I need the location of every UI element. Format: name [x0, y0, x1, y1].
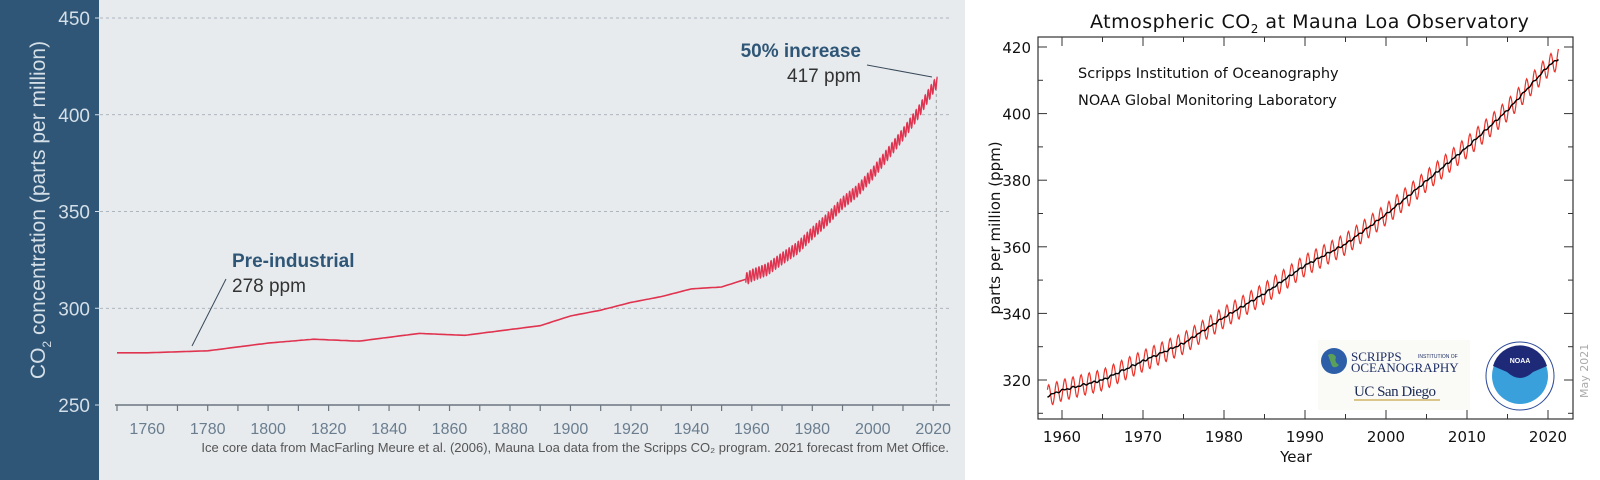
y-tick-label: 300	[58, 299, 90, 320]
y-axis-label: CO2 concentration (parts per million)	[27, 41, 54, 379]
mauna-loa-line	[745, 76, 938, 285]
trend-line	[1047, 59, 1559, 398]
y-tick-label: 450	[58, 9, 90, 30]
y-tick-label: 350	[58, 203, 90, 224]
x-tick-label: 1840	[371, 421, 407, 438]
x-tick-label: 2010	[1448, 428, 1486, 446]
x-tick-label: 1920	[613, 421, 649, 438]
svg-text:INSTITUTION OF: INSTITUTION OF	[1418, 354, 1458, 360]
svg-text:OCEANOGRAPHY: OCEANOGRAPHY	[1351, 360, 1459, 375]
x-tick-label: 1960	[734, 421, 770, 438]
increase-title: 50% increase	[741, 41, 861, 62]
y-tick-label: 340	[1002, 305, 1031, 323]
globe-icon	[1321, 348, 1347, 374]
x-tick-label: 2000	[1367, 428, 1405, 446]
y-tick-label: 320	[1002, 372, 1031, 390]
credit-noaa: NOAA Global Monitoring Laboratory	[1078, 93, 1337, 109]
svg-text:SCRIPPS: SCRIPPS	[1351, 349, 1402, 364]
left-axis-band	[0, 0, 99, 480]
x-tick-label: 1980	[794, 421, 830, 438]
date-stamp: May 2021	[1578, 344, 1591, 398]
x-tick-label: 1960	[1043, 428, 1081, 446]
source-note: Ice core data from MacFarling Meure et a…	[201, 440, 949, 455]
left-co2-chart: 250 300 350 400 450 1760 1780 1800 1820 1840 1860 1…	[27, 9, 951, 455]
increase-value: 417 ppm	[787, 66, 861, 87]
x-tick-label: 1940	[674, 421, 710, 438]
monthly-mean-line	[1046, 48, 1559, 406]
right-chart-title: Atmospheric CO2 at Mauna Loa Observatory	[1090, 11, 1529, 36]
noaa-logo: NOAA	[1485, 341, 1555, 411]
x-tick-label: 1820	[311, 421, 347, 438]
y-tick-label: 380	[1002, 172, 1031, 190]
x-tick-label: 1880	[492, 421, 528, 438]
x-tick-label: 1860	[432, 421, 468, 438]
scripps-ucsd-logo: SCRIPPS INSTITUTION OF OCEANOGRAPHY UC S…	[1318, 340, 1470, 410]
x-tick-label: 2000	[855, 421, 891, 438]
x-tick-label: 1980	[1205, 428, 1243, 446]
x-axis-label: Year	[1279, 448, 1313, 466]
x-tick-label: 1900	[553, 421, 589, 438]
credit-scripps: Scripps Institution of Oceanography	[1078, 66, 1339, 82]
y-tick-label: 250	[58, 396, 90, 417]
x-tick-label: 1780	[190, 421, 226, 438]
increase-leader	[866, 64, 933, 78]
pre-industrial-value: 278 ppm	[232, 276, 306, 297]
svg-text:NOAA: NOAA	[1510, 358, 1531, 365]
x-tick-label: 1800	[250, 421, 286, 438]
y-tick-label: 400	[1002, 106, 1031, 124]
pre-industrial-title: Pre-industrial	[232, 251, 354, 272]
y-tick-label: 400	[58, 106, 90, 127]
x-tick-label: 2020	[1529, 428, 1567, 446]
y-tick-label: 360	[1002, 239, 1031, 257]
svg-text:UC San Diego: UC San Diego	[1354, 384, 1436, 400]
x-tick-label: 1970	[1124, 428, 1162, 446]
y-axis-label: parts per million (ppm)	[986, 141, 1004, 314]
ice-core-line	[117, 278, 747, 354]
pre-industrial-leader	[191, 278, 227, 347]
y-tick-label: 420	[1002, 39, 1031, 57]
plot-frame	[1037, 36, 1574, 420]
x-tick-label: 1990	[1286, 428, 1324, 446]
x-tick-label: 1760	[129, 421, 165, 438]
x-tick-label: 2020	[915, 421, 951, 438]
